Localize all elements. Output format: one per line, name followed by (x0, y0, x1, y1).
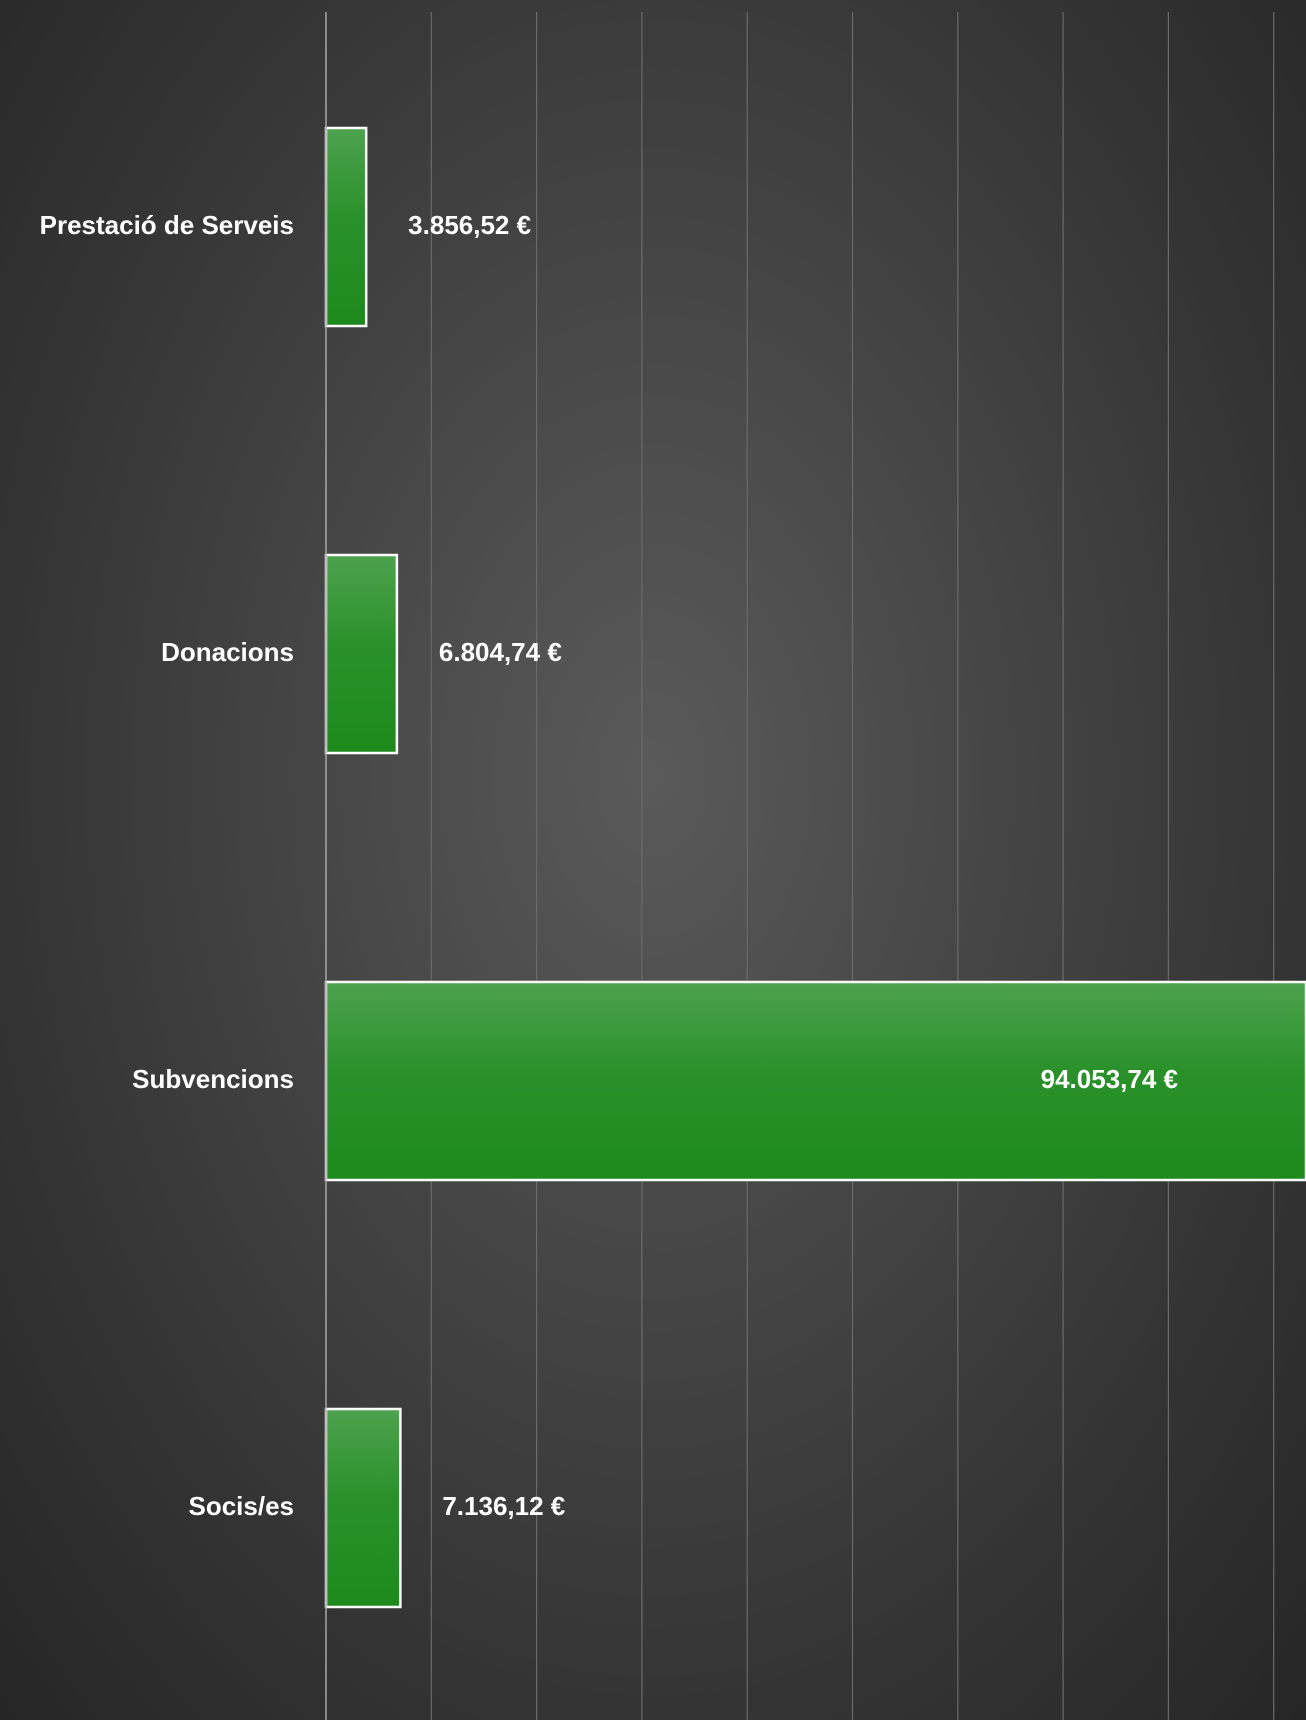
bar-3 (324, 1407, 402, 1609)
category-label: Donacions (161, 637, 294, 667)
value-label: 94.053,74 € (1041, 1064, 1178, 1094)
bar-1 (324, 553, 399, 755)
bar-2 (324, 980, 1306, 1182)
category-label: Prestació de Serveis (40, 210, 294, 240)
bar-0 (324, 126, 368, 328)
bars (324, 126, 1306, 1609)
value-label: 7.136,12 € (442, 1491, 565, 1521)
value-labels: 3.856,52 € 6.804,74 € 94.053,74 € 7.136,12 … (408, 210, 1178, 1521)
category-label: Socis/es (188, 1491, 294, 1521)
category-label: Subvencions (132, 1064, 294, 1094)
value-label: 6.804,74 € (439, 637, 562, 667)
gridlines (430, 12, 1275, 1720)
category-labels: Prestació de Serveis Donacions Subvencions… (40, 210, 294, 1521)
value-label: 3.856,52 € (408, 210, 531, 240)
